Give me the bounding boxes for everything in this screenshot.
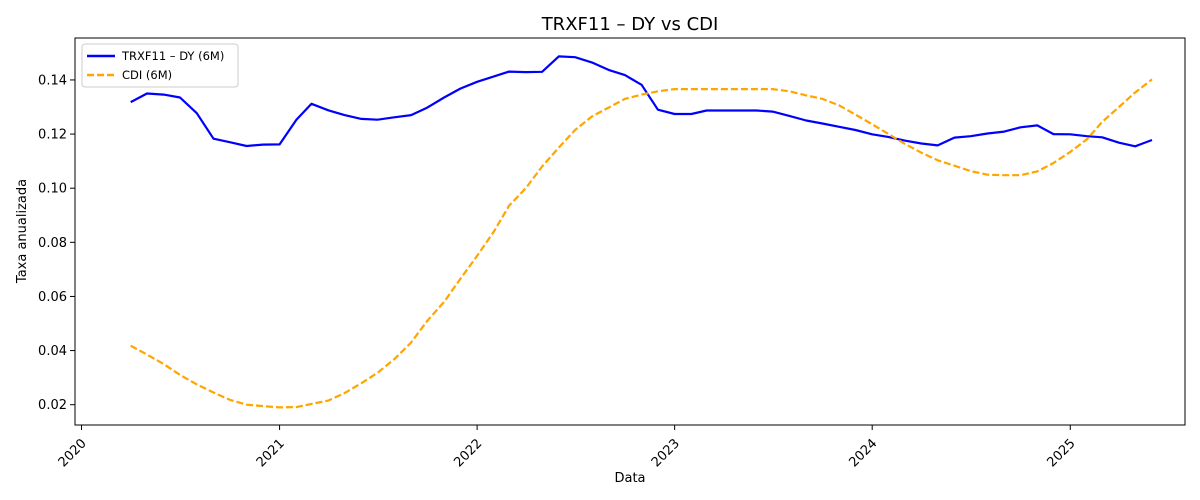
plot-area <box>74 37 1186 426</box>
legend-box <box>81 43 239 88</box>
x-tick-label: 2025 <box>1045 436 1079 470</box>
y-tick-label: 0.14 <box>38 73 67 88</box>
y-axis-label: Taxa anualizada <box>15 179 30 284</box>
x-tick-label: 2023 <box>649 436 683 470</box>
y-tick-label: 0.10 <box>38 182 67 197</box>
y-tick-label: 0.04 <box>38 344 67 359</box>
x-tick-label: 2021 <box>254 436 288 470</box>
legend-label-cdi: CDI (6M) <box>122 68 172 82</box>
y-tick-label: 0.06 <box>38 290 67 305</box>
y-tick-label: 0.02 <box>38 398 67 413</box>
series-line-dy <box>130 55 1153 148</box>
y-tick-label: 0.08 <box>38 236 67 251</box>
x-axis-ticks: 2020 2021 2022 2023 2024 2025 <box>56 425 1079 470</box>
x-tick-label: 2024 <box>846 436 880 470</box>
x-tick-label: 2020 <box>56 436 90 470</box>
legend-label-dy: TRXF11 – DY (6M) <box>121 49 224 63</box>
x-tick-label: 2022 <box>451 436 485 470</box>
legend: TRXF11 – DY (6M) CDI (6M) <box>81 43 239 88</box>
x-axis-label: Data <box>614 471 645 486</box>
chart-title: TRXF11 – DY vs CDI <box>541 14 719 35</box>
series-line-cdi <box>130 78 1153 409</box>
plot-frame <box>74 37 1186 426</box>
y-tick-label: 0.12 <box>38 128 67 143</box>
series-layer <box>130 55 1153 409</box>
y-axis-ticks: 0.02 0.04 0.06 0.08 0.10 0.12 0.14 <box>38 73 75 413</box>
